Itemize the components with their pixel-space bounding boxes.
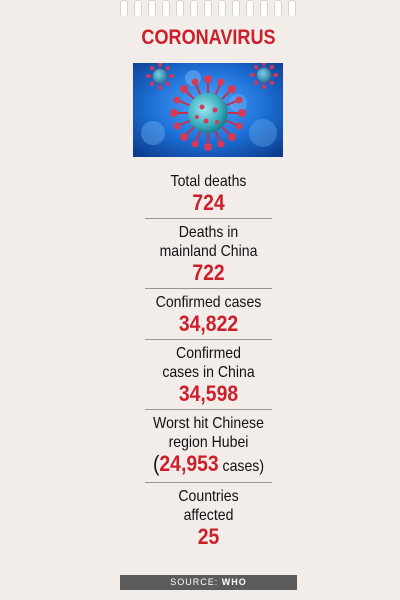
stats-list: Total deaths 724 Deaths in mainland Chin… xyxy=(145,168,272,552)
source-name: WHO xyxy=(221,577,247,587)
binder-ring xyxy=(260,0,268,17)
stat-value: 34,822 xyxy=(178,311,239,336)
stat-deaths-mainland-china: Deaths in mainland China 722 xyxy=(145,219,272,289)
binder-ring xyxy=(246,0,254,17)
source-bar: SOURCE: WHO xyxy=(120,575,297,590)
stat-value-line: (24,953 cases) xyxy=(153,452,265,478)
infographic-title: CORONAVIRUS xyxy=(141,26,276,49)
binder-ring xyxy=(190,0,198,17)
stat-value: 25 xyxy=(197,524,220,549)
stat-label: Confirmed cases xyxy=(155,294,262,311)
stat-value: 722 xyxy=(192,260,225,285)
binder-ring xyxy=(176,0,184,17)
source-prefix: SOURCE: xyxy=(170,577,222,587)
stat-label: Deaths in mainland China xyxy=(159,224,258,260)
stat-value: 724 xyxy=(192,190,225,215)
stat-confirmed-cases: Confirmed cases 34,822 xyxy=(145,289,272,340)
infographic-card: CORONAVIRUS xyxy=(120,16,297,596)
binder-ring xyxy=(218,0,226,17)
stat-value: 24,953 xyxy=(159,451,219,476)
binder-rings xyxy=(120,0,296,17)
binder-ring xyxy=(120,0,128,17)
stat-countries-affected: Countries affected 25 xyxy=(145,483,272,552)
binder-ring xyxy=(204,0,212,17)
stat-value-suffix: cases) xyxy=(218,458,265,475)
stat-label: Countries affected xyxy=(178,488,239,524)
stat-confirmed-cases-china: Confirmed cases in China 34,598 xyxy=(145,340,272,410)
binder-ring xyxy=(148,0,156,17)
binder-ring xyxy=(162,0,170,17)
stat-label: Total deaths xyxy=(170,173,247,190)
binder-ring xyxy=(134,0,142,17)
stat-value: 34,598 xyxy=(178,381,239,406)
binder-ring xyxy=(288,0,296,17)
stat-label: Confirmed cases in China xyxy=(162,345,255,381)
stat-worst-hit-region: Worst hit Chinese region Hubei (24,953 c… xyxy=(145,410,272,483)
stat-total-deaths: Total deaths 724 xyxy=(145,168,272,219)
stat-label: Worst hit Chinese region Hubei xyxy=(153,415,264,451)
binder-ring xyxy=(232,0,240,17)
binder-ring xyxy=(274,0,282,17)
stat-value-open: ( xyxy=(152,451,160,476)
coronavirus-illustration-icon xyxy=(133,63,283,157)
